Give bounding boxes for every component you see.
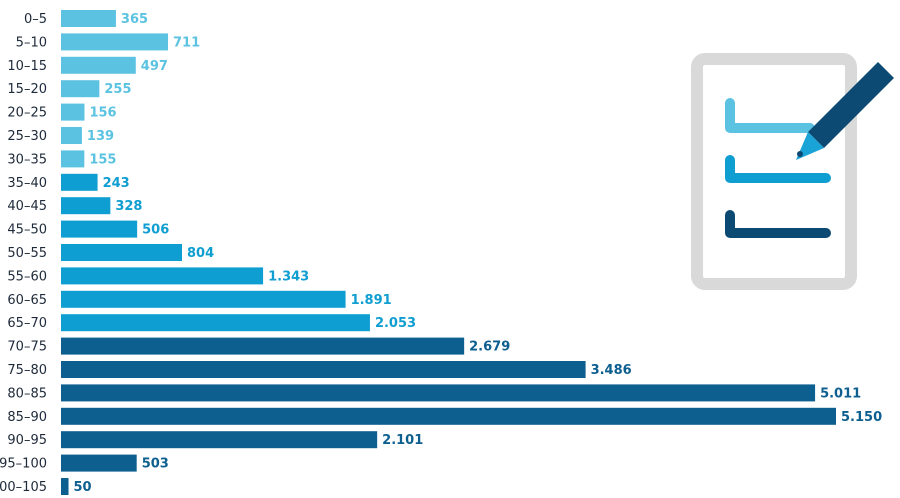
pencil-point xyxy=(797,151,803,157)
bar xyxy=(61,454,137,472)
pencil-icon xyxy=(796,62,894,160)
category-label: 15–20 xyxy=(7,82,47,97)
value-label: 3.486 xyxy=(591,363,632,378)
bar xyxy=(61,244,182,261)
category-label: 55–60 xyxy=(7,269,47,284)
value-label: 243 xyxy=(103,176,130,191)
category-label: 30–35 xyxy=(7,152,47,167)
bar xyxy=(61,173,98,191)
value-label: 506 xyxy=(142,223,169,238)
checklist-line-1 xyxy=(725,98,815,133)
bar xyxy=(61,478,69,495)
category-label: 35–40 xyxy=(7,176,47,191)
category-label: 45–50 xyxy=(7,223,47,238)
bar xyxy=(61,384,816,402)
value-label: 804 xyxy=(187,246,214,261)
bar xyxy=(61,361,586,378)
bar xyxy=(61,407,836,425)
bar xyxy=(61,337,465,355)
bar xyxy=(61,197,111,215)
value-label: 2.053 xyxy=(375,316,416,331)
bar xyxy=(61,267,264,285)
category-label: 75–80 xyxy=(7,363,47,378)
value-label: 2.101 xyxy=(382,433,423,448)
category-label: 20–25 xyxy=(7,106,47,121)
category-label: 65–70 xyxy=(7,316,47,331)
category-label: 10–15 xyxy=(7,59,47,74)
clipboard-frame xyxy=(691,53,857,290)
category-label: 60–65 xyxy=(7,293,47,308)
bar xyxy=(61,314,370,332)
bar xyxy=(61,220,138,238)
category-label: 80–85 xyxy=(7,386,47,401)
value-label: 503 xyxy=(142,457,169,472)
category-label: 90–95 xyxy=(7,433,47,448)
value-label: 255 xyxy=(104,82,131,97)
category-label: 70–75 xyxy=(7,340,47,355)
bar xyxy=(61,150,85,168)
bar xyxy=(61,103,85,121)
category-label: 40–45 xyxy=(7,199,47,214)
value-label: 328 xyxy=(115,199,142,214)
category-label: 100–105 xyxy=(0,480,47,495)
value-label: 50 xyxy=(74,480,92,495)
value-label: 711 xyxy=(173,35,200,50)
pencil-tip xyxy=(796,132,824,160)
bar xyxy=(61,56,136,74)
bar xyxy=(61,290,346,308)
category-label: 95–100 xyxy=(0,457,47,472)
category-label: 50–55 xyxy=(7,246,47,261)
value-label: 5.011 xyxy=(820,386,861,401)
category-label: 0–5 xyxy=(24,12,47,27)
checklist-line-3 xyxy=(725,210,831,238)
checklist-clipboard-pencil-icon xyxy=(691,53,894,290)
value-label: 155 xyxy=(89,152,116,167)
value-label: 139 xyxy=(87,129,114,144)
value-label: 2.679 xyxy=(469,340,510,355)
category-label: 5–10 xyxy=(16,35,47,50)
value-label: 5.150 xyxy=(841,410,882,425)
bar xyxy=(61,431,378,449)
category-label: 25–30 xyxy=(7,129,47,144)
bar xyxy=(61,127,82,144)
value-label: 365 xyxy=(121,12,148,27)
bar xyxy=(61,80,100,98)
checklist-line-2 xyxy=(725,155,831,183)
value-label: 497 xyxy=(141,59,168,74)
pencil-body xyxy=(808,62,894,148)
bar xyxy=(61,10,116,27)
value-label: 156 xyxy=(89,106,116,121)
category-label: 85–90 xyxy=(7,410,47,425)
value-label: 1.343 xyxy=(268,269,309,284)
value-label: 1.891 xyxy=(351,293,392,308)
bar xyxy=(61,33,168,51)
